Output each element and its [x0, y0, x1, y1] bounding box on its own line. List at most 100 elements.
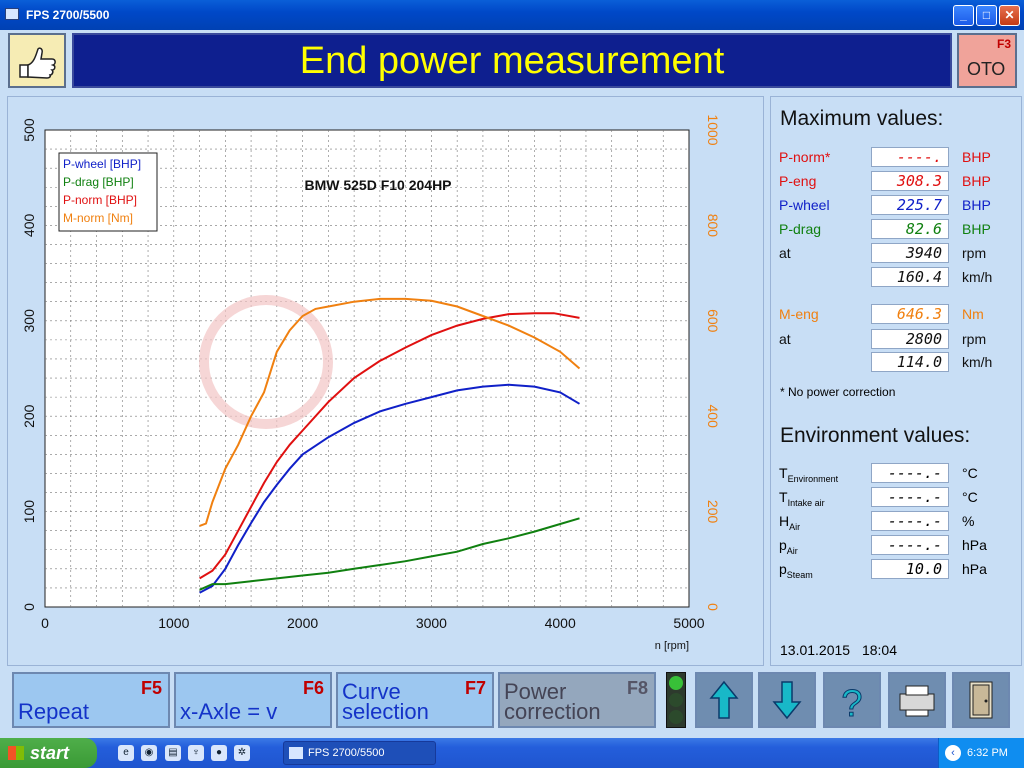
- curve-selection-button[interactable]: F7 Curve selection: [336, 672, 494, 728]
- windows-logo-icon: [8, 746, 24, 760]
- env-value-field: ----.-: [871, 463, 949, 483]
- measurement-datetime: 13.01.2015 18:04: [780, 642, 897, 658]
- y-left-tick-label: 500: [21, 118, 37, 142]
- up-arrow-icon: [709, 680, 739, 719]
- max-value-field: 225.7: [871, 195, 949, 215]
- watermark-logo: [199, 295, 333, 429]
- taskbar-item-fps[interactable]: FPS 2700/5500: [283, 741, 436, 765]
- clock: 6:32 PM: [967, 747, 1008, 759]
- chart-title: BMW 525D F10 204HP: [304, 177, 451, 193]
- max-value-unit: BHP: [962, 197, 991, 213]
- no-correction-note: * No power correction: [780, 385, 896, 399]
- series-line: [199, 517, 580, 591]
- max-value-unit: rpm: [962, 245, 987, 261]
- quicklaunch-icon-5[interactable]: ●: [211, 745, 227, 761]
- max-value-unit: km/h: [962, 269, 993, 285]
- max-value-label: at: [779, 245, 791, 261]
- max-value-label: P-drag: [779, 221, 822, 237]
- title-bar[interactable]: FPS 2700/5500 _ □ ✕: [0, 0, 1024, 30]
- window-title: FPS 2700/5500: [26, 8, 110, 22]
- f3-button[interactable]: F3 ОТО: [957, 33, 1017, 88]
- x-tick-label: 4000: [545, 615, 576, 631]
- system-tray: ‹ 6:32 PM: [938, 738, 1024, 768]
- exit-button[interactable]: [952, 672, 1010, 728]
- env-label: TIntake air: [779, 489, 825, 508]
- env-value-unit: hPa: [962, 561, 987, 577]
- maximize-button[interactable]: □: [976, 5, 997, 26]
- maximum-values-heading: Maximum values:: [780, 107, 944, 130]
- measurement-time: 18:04: [861, 642, 898, 658]
- env-label: pAir: [779, 537, 798, 556]
- quicklaunch-icon-2[interactable]: ◉: [141, 745, 157, 761]
- max-value-unit: BHP: [962, 173, 991, 189]
- start-label: start: [30, 743, 70, 763]
- env-value-unit: hPa: [962, 537, 987, 553]
- taskbar-item-label: FPS 2700/5500: [308, 747, 385, 759]
- y-left-tick-label: 400: [21, 214, 37, 238]
- download-button[interactable]: [758, 672, 816, 728]
- max-value-unit: Nm: [962, 306, 984, 322]
- y-left-tick-label: 200: [21, 404, 37, 428]
- quicklaunch-icon-4[interactable]: ♆: [188, 745, 204, 761]
- series-line: [199, 383, 581, 594]
- taskbar: start e ◉ ▤ ♆ ● ✲ FPS 2700/5500 ‹ 6:32 P…: [0, 738, 1024, 768]
- max-value-unit: BHP: [962, 149, 991, 165]
- upload-button[interactable]: [695, 672, 753, 728]
- page-title: End power measurement: [72, 33, 952, 88]
- chevron-left-icon[interactable]: ‹: [945, 745, 961, 761]
- series-line: [199, 297, 581, 527]
- max-value-label: P-eng: [779, 173, 817, 189]
- app-icon: [5, 8, 19, 20]
- x-tick-label: 2000: [287, 615, 318, 631]
- application-window: FPS 2700/5500 _ □ ✕ End power measuremen…: [0, 0, 1024, 738]
- max-value-label: P-norm*: [779, 149, 831, 165]
- f5-key-label: F5: [140, 678, 162, 698]
- max-value-field: 82.6: [871, 219, 949, 239]
- thumbs-up-button[interactable]: [8, 33, 66, 88]
- y-right-tick-label: 0: [705, 603, 721, 611]
- max-value-field: 2800: [871, 329, 949, 349]
- x-tick-label: 5000: [673, 615, 704, 631]
- curve-selection-label: Curve selection: [342, 679, 429, 724]
- max-value-field: 646.3: [871, 304, 949, 324]
- env-value-unit: °C: [962, 465, 978, 481]
- max-value-unit: rpm: [962, 331, 987, 347]
- values-panel: Maximum values: P-norm* ----. BHP P-eng 308.…: [770, 96, 1022, 666]
- quicklaunch-icon-6[interactable]: ✲: [234, 745, 250, 761]
- repeat-label: Repeat: [18, 699, 89, 724]
- max-value-field: 3940: [871, 243, 949, 263]
- quicklaunch-icon-3[interactable]: ▤: [165, 745, 181, 761]
- power-correction-label: Power correction: [504, 679, 601, 724]
- y-left-tick-label: 300: [21, 309, 37, 333]
- repeat-button[interactable]: F5 Repeat: [12, 672, 170, 728]
- power-correction-button[interactable]: F8 Power correction: [498, 672, 656, 728]
- y-right-tick-label: 400: [705, 405, 721, 429]
- env-label: HAir: [779, 513, 801, 532]
- env-value-field: ----.-: [871, 487, 949, 507]
- minimize-button[interactable]: _: [953, 5, 974, 26]
- legend-entry: P-wheel [BHP]: [63, 157, 141, 171]
- help-button[interactable]: ?: [823, 672, 881, 728]
- y-right-tick-label: 200: [705, 500, 721, 524]
- max-value-field: 160.4: [871, 267, 949, 287]
- env-value-field: ----.-: [871, 535, 949, 555]
- f6-key-label: F6: [302, 678, 324, 698]
- env-value-field: ----.-: [871, 511, 949, 531]
- legend-entry: P-drag [BHP]: [63, 175, 134, 189]
- start-button[interactable]: start: [0, 738, 97, 768]
- env-value-unit: %: [962, 513, 975, 529]
- door-exit-icon: [969, 681, 993, 719]
- x-tick-label: 1000: [158, 615, 189, 631]
- env-label: TEnvironment: [779, 465, 839, 484]
- y-right-tick-label: 1000: [705, 114, 721, 145]
- max-value-label: at: [779, 331, 791, 347]
- env-value-field: 10.0: [871, 559, 949, 579]
- close-button[interactable]: ✕: [999, 5, 1020, 26]
- print-button[interactable]: [888, 672, 946, 728]
- ie-icon[interactable]: e: [118, 745, 134, 761]
- x-axle-button[interactable]: F6 x-Axle = v: [174, 672, 332, 728]
- x-axis-label: n [rpm]: [655, 640, 689, 652]
- max-value-field: ----.: [871, 147, 949, 167]
- env-value-unit: °C: [962, 489, 978, 505]
- y-left-tick-label: 0: [21, 603, 37, 611]
